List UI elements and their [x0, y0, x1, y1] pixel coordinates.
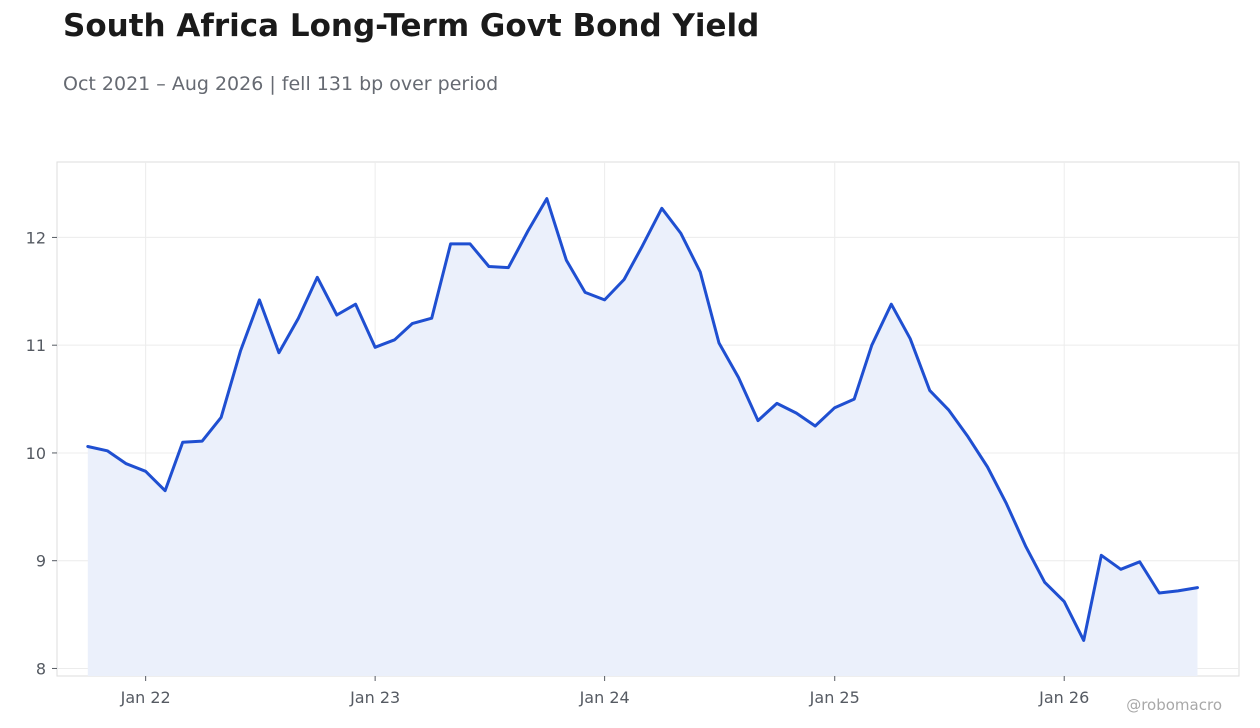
x-tick-label: Jan 24	[579, 688, 630, 707]
chart-title: South Africa Long-Term Govt Bond Yield	[63, 8, 760, 44]
y-tick-label: 12	[26, 228, 46, 247]
y-tick-label: 10	[26, 444, 46, 463]
x-tick-label: Jan 23	[349, 688, 400, 707]
y-axis-ticks: 8 9 10 11 12	[26, 228, 57, 678]
x-tick-label: Jan 22	[120, 688, 171, 707]
area-fill	[87, 198, 1198, 676]
x-axis-ticks: Jan 22 Jan 23 Jan 24 Jan 25 Jan 26	[120, 676, 1089, 707]
y-tick-label: 11	[26, 336, 46, 355]
x-tick-label: Jan 26	[1038, 688, 1089, 707]
y-tick-label: 8	[36, 659, 46, 678]
y-tick-label: 9	[36, 552, 46, 571]
watermark: @robomacro	[1126, 696, 1222, 714]
x-tick-label: Jan 25	[809, 688, 860, 707]
yield-line	[86, 197, 1199, 642]
chart-subtitle: Oct 2021 – Aug 2026 | fell 131 bp over p…	[63, 73, 499, 95]
